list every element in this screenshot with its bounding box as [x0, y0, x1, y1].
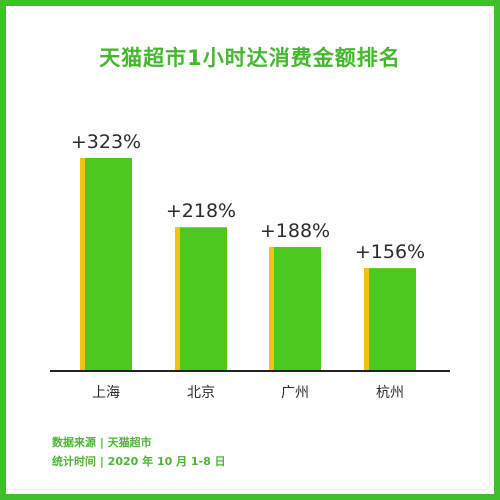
data-label-3: +188% [260, 220, 330, 242]
footer: 数据来源 | 天猫超市 统计时间 | 2020 年 10 月 1-8 日 [52, 433, 226, 471]
data-label-1: +323% [71, 131, 141, 153]
bar-edge-2 [175, 227, 180, 371]
bar-edge-3 [269, 247, 274, 371]
statistics-period-text: 统计时间 | 2020 年 10 月 1-8 日 [52, 455, 226, 468]
bar-chart: +323% 上海 +218% 北京 +188% 广州 +156% 杭州 [50, 131, 450, 401]
bar-3 [269, 247, 321, 371]
bar-1 [80, 158, 132, 371]
chart-title: 天猫超市1小时达消费金额排名 [99, 46, 401, 70]
data-source-text: 数据来源 | 天猫超市 [52, 436, 152, 449]
bar-edge-4 [364, 268, 369, 371]
category-label-4: 杭州 [376, 385, 404, 401]
data-label-4: +156% [355, 241, 425, 263]
data-label-2: +218% [166, 200, 236, 222]
bar-4 [364, 268, 416, 371]
category-label-3: 广州 [281, 385, 309, 401]
bar-2 [175, 227, 227, 371]
category-label-2: 北京 [187, 385, 215, 401]
category-label-1: 上海 [92, 385, 120, 401]
bar-edge-1 [80, 158, 85, 371]
